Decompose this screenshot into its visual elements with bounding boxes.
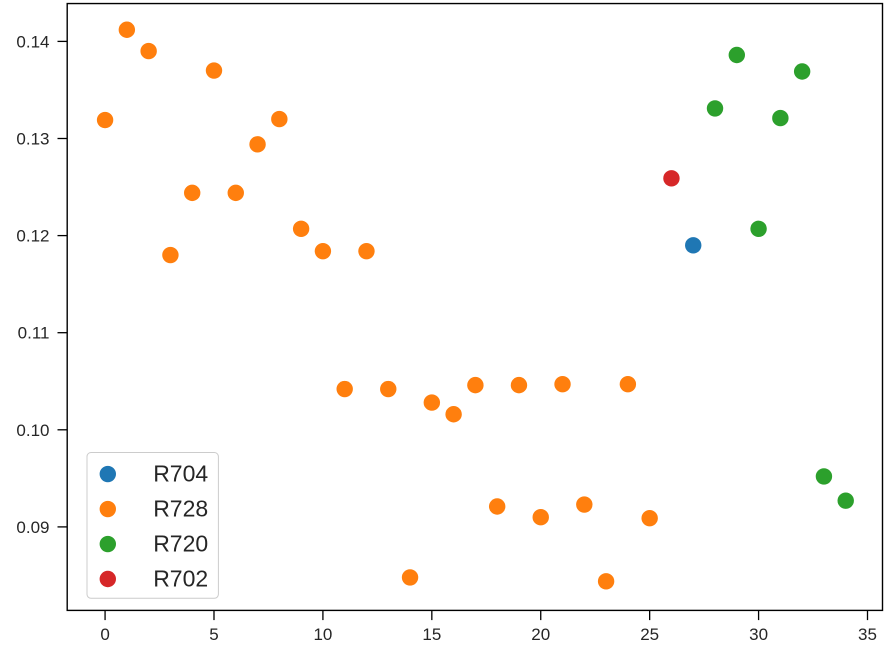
svg-text:0.09: 0.09	[16, 518, 49, 537]
svg-text:0: 0	[100, 625, 109, 644]
svg-text:35: 35	[858, 625, 877, 644]
svg-text:R704: R704	[153, 461, 208, 487]
svg-text:R720: R720	[153, 531, 208, 557]
svg-text:0.12: 0.12	[16, 227, 49, 246]
svg-text:25: 25	[640, 625, 659, 644]
svg-text:0.14: 0.14	[16, 32, 49, 51]
svg-text:15: 15	[422, 625, 441, 644]
svg-text:10: 10	[313, 625, 332, 644]
svg-text:5: 5	[209, 625, 218, 644]
svg-text:R702: R702	[153, 566, 208, 592]
svg-text:0.11: 0.11	[18, 324, 50, 343]
svg-text:0.10: 0.10	[16, 421, 49, 440]
svg-text:30: 30	[749, 625, 768, 644]
svg-text:20: 20	[531, 625, 550, 644]
svg-text:0.13: 0.13	[16, 130, 49, 149]
svg-text:R728: R728	[153, 496, 208, 522]
